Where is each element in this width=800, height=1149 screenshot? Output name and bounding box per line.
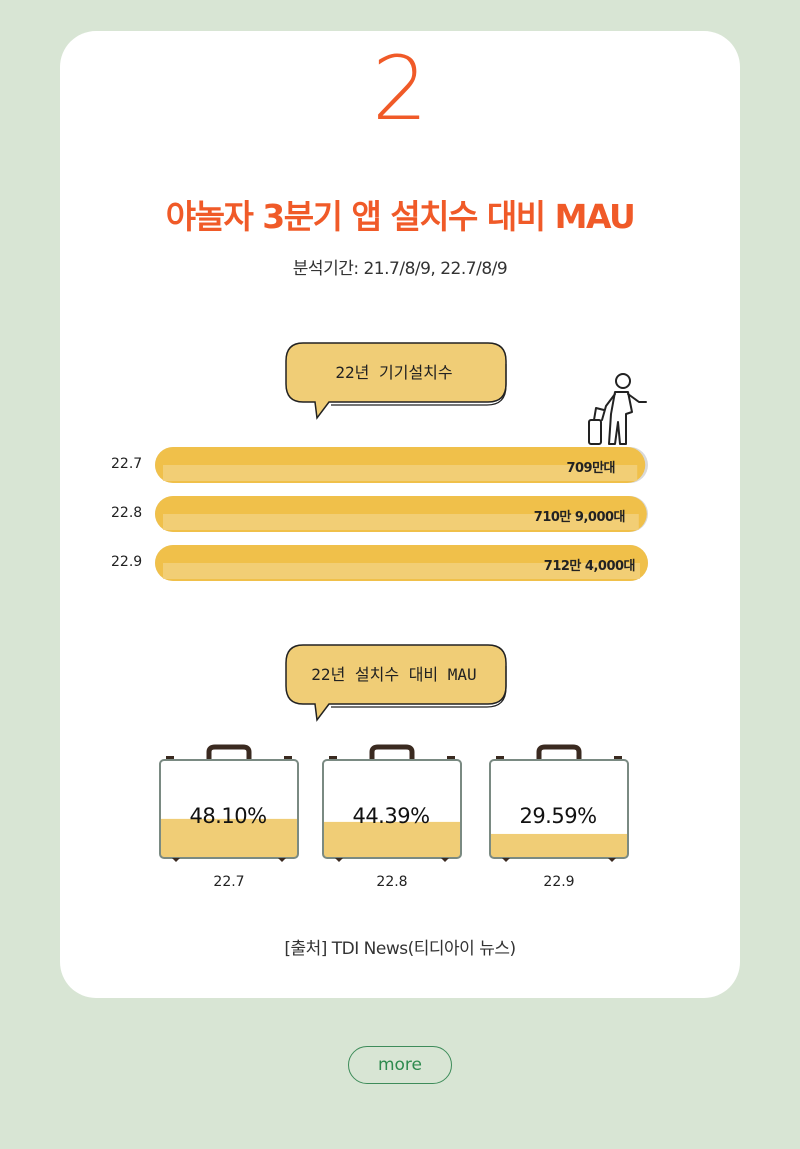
suitcase-foot — [172, 858, 180, 862]
suitcase-outline — [322, 759, 462, 859]
speech-bubble-installs: 22년 기기설치수 — [283, 340, 509, 420]
suitcase-value-label: 44.39% — [352, 804, 430, 828]
suitcase-fill — [161, 818, 297, 858]
bar-highlight — [163, 563, 640, 579]
suitcase-foot — [502, 858, 510, 862]
bar-category-label: 22.7 — [111, 456, 143, 472]
suitcase-clasp — [614, 756, 622, 760]
bar-value-label: 710만 9,000대 — [533, 510, 626, 525]
suitcase-clasp — [284, 756, 292, 760]
suitcase-category-label: 22.9 — [543, 874, 575, 890]
bar-category-label: 22.8 — [111, 505, 143, 521]
bar-highlight — [163, 514, 639, 530]
section-number: 2 — [372, 37, 428, 140]
installs-bar-chart — [155, 447, 648, 581]
suitcase-value-label: 48.10% — [189, 804, 267, 828]
suitcase-body — [490, 760, 628, 858]
suitcase-value-label: 29.59% — [519, 804, 597, 828]
suitcase-category-label: 22.7 — [213, 874, 245, 890]
suitcase-clasp — [496, 756, 504, 760]
bar-value-label: 709만대 — [566, 461, 615, 476]
suitcase-clasp — [447, 756, 455, 760]
bar-highlight — [163, 465, 638, 481]
suitcase-clasp — [166, 756, 174, 760]
source-note: [출처] TDI News(티디아이 뉴스) — [284, 939, 516, 959]
suitcase-outline — [159, 759, 299, 859]
analysis-period: 분석기간: 21.7/8/9, 22.7/8/9 — [292, 259, 508, 279]
speech-bubble-shape — [285, 644, 507, 722]
suitcase-handle — [206, 744, 252, 760]
suitcase-fill — [491, 833, 627, 858]
traveler-icon — [588, 373, 647, 445]
suitcase-foot — [441, 858, 449, 862]
bar-category-label: 22.9 — [111, 554, 143, 570]
suitcase-handle — [536, 744, 582, 760]
suitcase-foot — [608, 858, 616, 862]
suitcase-fill — [324, 821, 460, 858]
page-title: 야놀자 3분기 앱 설치수 대비 MAU — [165, 197, 636, 236]
more-button[interactable]: more — [348, 1046, 452, 1084]
speech-bubble-shape — [285, 342, 507, 420]
bubble-installs-text: 22년 기기설치수 — [335, 363, 453, 382]
speech-bubble-mau: 22년 설치수 대비 MAU — [283, 642, 509, 722]
bar-value-label: 712만 4,000대 — [543, 559, 636, 574]
bubble-mau-text: 22년 설치수 대비 MAU — [311, 665, 477, 684]
mau-suitcase-chart — [159, 744, 629, 862]
suitcase-foot — [278, 858, 286, 862]
suitcase-clasp — [329, 756, 337, 760]
suitcase-outline — [489, 759, 629, 859]
suitcase-foot — [335, 858, 343, 862]
suitcase-category-label: 22.8 — [376, 874, 408, 890]
suitcase-handle — [369, 744, 415, 760]
